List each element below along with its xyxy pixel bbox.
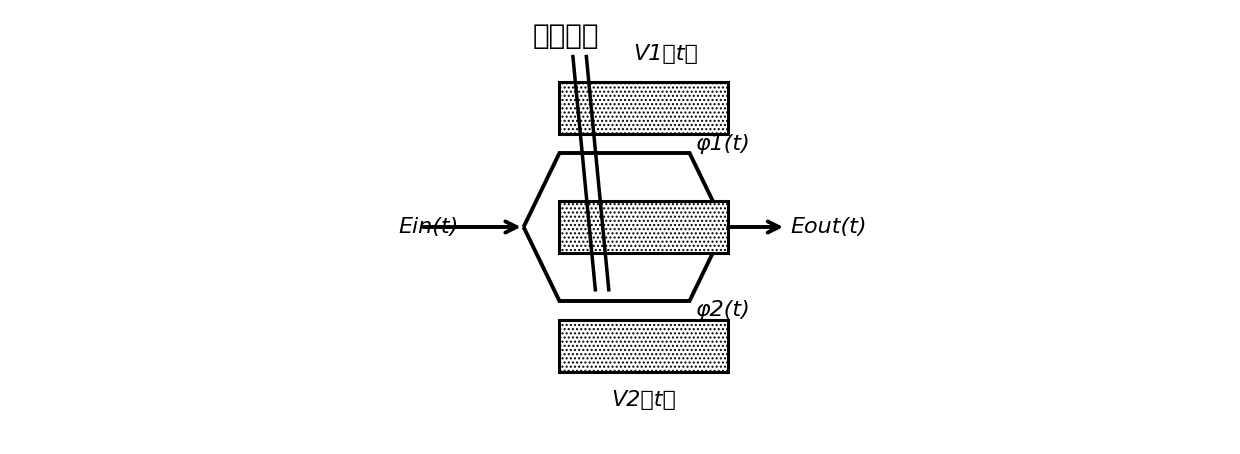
Text: φ2(t): φ2(t): [696, 300, 751, 320]
Bar: [559, 201, 728, 253]
Text: φ1(t): φ1(t): [696, 134, 751, 154]
Text: Ein(t): Ein(t): [398, 217, 459, 237]
Text: 电光晶体: 电光晶体: [532, 22, 599, 50]
Text: Eout(t): Eout(t): [790, 217, 867, 237]
Bar: [559, 320, 728, 372]
Bar: [559, 82, 728, 134]
Text: V2（t）: V2（t）: [611, 390, 676, 410]
Text: V1（t）: V1（t）: [634, 44, 698, 64]
